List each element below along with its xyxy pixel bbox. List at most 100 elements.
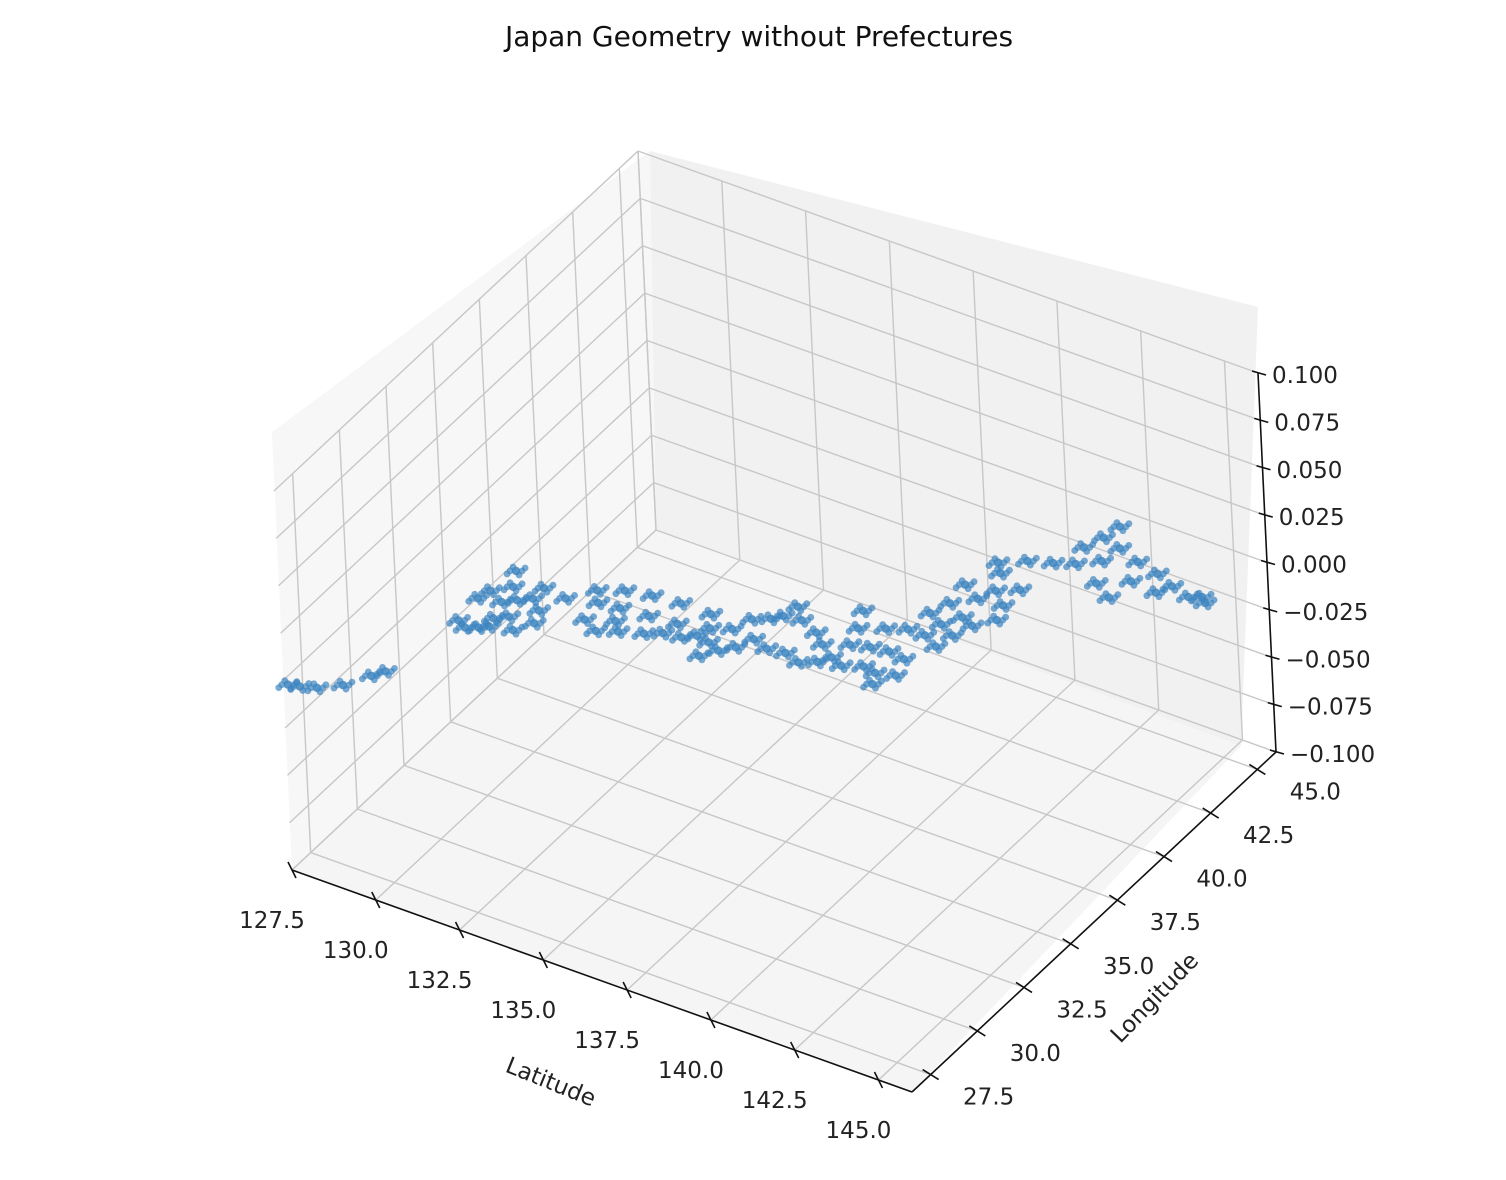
data-point <box>809 644 817 651</box>
data-point <box>809 625 817 633</box>
data-point <box>949 603 957 611</box>
data-point <box>821 626 829 634</box>
data-point <box>619 608 627 616</box>
data-point <box>1027 561 1034 569</box>
z-grid-left <box>273 150 639 492</box>
data-point <box>674 596 682 603</box>
data-point <box>504 599 512 607</box>
y-tick-mark <box>968 1025 986 1037</box>
data-point <box>868 665 876 673</box>
data-point <box>322 681 330 689</box>
data-point <box>1102 590 1110 597</box>
data-point <box>1089 560 1096 568</box>
data-point <box>1071 547 1079 554</box>
data-point <box>645 588 653 595</box>
data-point <box>489 601 496 609</box>
x-grid-floor <box>375 559 741 901</box>
data-point <box>518 623 526 631</box>
data-point <box>698 656 706 664</box>
data-point <box>983 590 991 598</box>
data-point <box>1119 527 1127 535</box>
data-point <box>1013 582 1021 590</box>
data-point <box>603 596 611 604</box>
data-point <box>538 592 546 600</box>
data-point <box>1125 542 1133 549</box>
data-point <box>503 570 511 578</box>
data-point <box>1101 577 1109 584</box>
x-tick-label: 127.5 <box>239 908 305 934</box>
data-point <box>923 646 931 653</box>
data-point <box>965 598 973 606</box>
data-point <box>1002 606 1010 613</box>
x-axis-line <box>291 869 913 1093</box>
data-point <box>597 603 605 611</box>
data-point <box>935 647 943 654</box>
data-point <box>825 650 832 657</box>
data-point <box>823 655 830 663</box>
data-point <box>1157 574 1164 582</box>
data-point <box>977 599 985 607</box>
data-point <box>1161 586 1169 594</box>
data-point <box>639 595 647 602</box>
data-point <box>912 634 920 642</box>
data-point <box>817 662 824 670</box>
data-point <box>287 686 295 693</box>
data-point <box>690 628 698 636</box>
data-point <box>1103 538 1110 546</box>
data-point <box>506 579 514 587</box>
data-point <box>675 630 682 637</box>
data-point <box>651 596 659 603</box>
data-point <box>495 594 502 602</box>
data-point <box>1002 613 1010 621</box>
data-point <box>1101 561 1108 569</box>
data-point <box>472 620 480 627</box>
y-tick-mark <box>922 1068 940 1081</box>
data-point <box>1001 584 1009 592</box>
data-point <box>613 600 621 608</box>
data-point <box>758 618 766 626</box>
data-point <box>711 643 719 650</box>
z-tick-label: −0.050 <box>1286 647 1371 673</box>
data-point <box>894 645 902 652</box>
data-point <box>385 672 392 679</box>
data-point <box>698 613 706 621</box>
data-point <box>964 585 972 593</box>
data-point <box>719 628 727 636</box>
data-point <box>464 614 471 621</box>
data-point <box>1097 530 1104 538</box>
data-point <box>968 611 975 618</box>
z-tick-mark <box>1263 607 1278 613</box>
data-point <box>1081 557 1088 565</box>
y-tick-label: 40.0 <box>1196 867 1247 893</box>
data-point <box>872 684 879 692</box>
data-point <box>903 659 911 667</box>
data-point <box>1151 566 1158 574</box>
data-point <box>772 642 780 650</box>
tick-labels: 127.5 130.0 132.5 135.0 137.5 140.0 142.5 145.0… <box>239 363 1375 1144</box>
data-point <box>850 610 858 618</box>
data-point <box>553 598 560 605</box>
data-point <box>636 615 644 623</box>
data-point <box>815 637 823 644</box>
data-point <box>583 630 591 638</box>
data-point <box>370 676 378 684</box>
data-point <box>821 645 829 652</box>
data-point <box>1077 540 1085 547</box>
data-point <box>888 652 896 659</box>
data-point <box>731 629 739 637</box>
data-point <box>631 633 639 640</box>
z-tick-label: 0.050 <box>1277 458 1343 484</box>
data-point <box>1143 555 1151 563</box>
data-point <box>955 596 963 604</box>
data-point <box>876 651 884 658</box>
data-point <box>990 605 998 612</box>
x-tick-mark <box>622 981 632 999</box>
data-point <box>1108 598 1116 605</box>
data-point <box>860 683 867 691</box>
z-grid-left <box>284 387 650 729</box>
data-point <box>1137 562 1145 570</box>
data-point <box>971 626 979 634</box>
data-point <box>828 665 836 673</box>
z-grid-left <box>289 482 655 824</box>
data-point <box>716 607 724 615</box>
